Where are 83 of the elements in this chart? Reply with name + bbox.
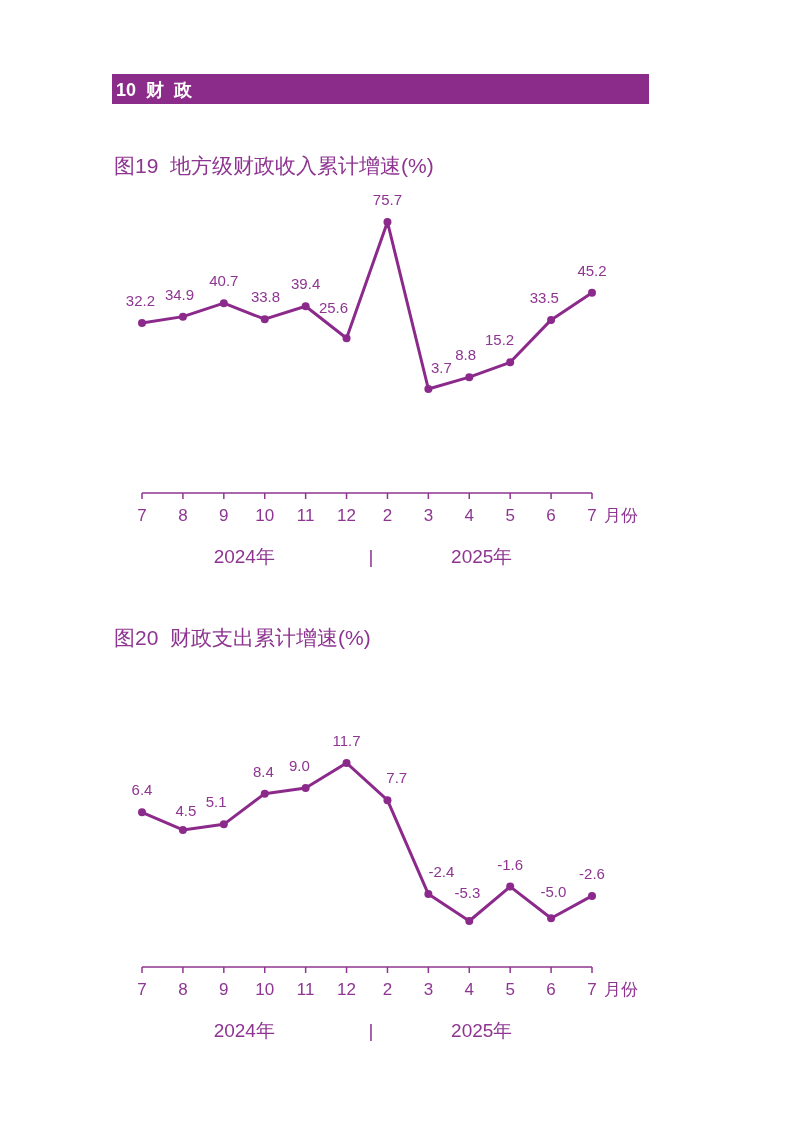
x-tick-label: 10 (255, 506, 275, 525)
x-tick-label: 4 (464, 506, 475, 525)
point (465, 917, 474, 925)
data-label: 3.7 (430, 358, 452, 376)
data-label: 6.4 (131, 781, 153, 799)
x-tick-label: 6 (546, 980, 556, 999)
data-label: 39.4 (291, 275, 321, 293)
data-label: 4.5 (175, 802, 197, 820)
data-label: 11.7 (332, 732, 361, 749)
data-label: 33.8 (250, 288, 281, 306)
data-label: -2.6 (579, 864, 605, 882)
point (383, 218, 392, 226)
x-tick-label: 8 (178, 506, 188, 525)
data-label: 33.5 (529, 288, 559, 306)
point (588, 288, 596, 297)
point (301, 302, 310, 311)
x-tick-label: 7 (137, 980, 147, 999)
point (260, 315, 269, 324)
point (424, 385, 433, 393)
x-tick-label: 12 (337, 506, 357, 525)
point (342, 759, 351, 767)
x-tick-label: 12 (337, 980, 357, 999)
x-tick-label: 4 (464, 980, 475, 999)
x-tick-label: 7 (587, 506, 597, 525)
x-tick-label: 7 (587, 980, 597, 999)
data-label: -5.3 (454, 883, 481, 901)
x-tick-label: 6 (546, 506, 556, 525)
point (138, 808, 146, 817)
point (506, 882, 515, 891)
text: 10 财 政 (116, 80, 194, 100)
x-axis-title: 月份 (604, 980, 638, 999)
data-label: 45.2 (577, 261, 607, 279)
data-label: 32.2 (125, 291, 156, 309)
data-label: 7.7 (386, 769, 408, 787)
point (260, 789, 269, 798)
point (301, 784, 310, 793)
data-label: 9.0 (288, 757, 310, 775)
data-label: 25.6 (318, 298, 349, 316)
x-tick-label: 5 (505, 980, 515, 999)
data-label: 15.2 (484, 331, 515, 349)
data-label: -5.0 (540, 883, 567, 901)
x-tick-label: 10 (255, 980, 275, 999)
x-tick-label: 2 (382, 980, 393, 999)
x-tick-label: 3 (423, 980, 434, 999)
text: 2024年 (213, 546, 275, 567)
text: 2025年 (451, 1020, 513, 1041)
point (138, 318, 146, 327)
x-tick-label: 3 (423, 506, 434, 525)
point (547, 315, 556, 324)
x-tick-label: 7 (137, 506, 147, 525)
point (178, 825, 187, 834)
point (178, 312, 187, 321)
text: | (368, 1020, 374, 1041)
x-tick-label: 8 (178, 980, 188, 999)
data-label: -1.6 (497, 855, 524, 873)
chart-title: 图19 地方级财政收入累计增速(%) (114, 154, 434, 177)
x-tick-label: 11 (296, 980, 315, 999)
point (424, 890, 433, 899)
data-label: 75.7 (372, 191, 403, 208)
text: 2025年 (451, 546, 513, 567)
point (547, 914, 556, 923)
data-label: 8.8 (455, 346, 476, 364)
text: | (368, 546, 374, 567)
x-tick-label: 2 (382, 506, 393, 525)
point (465, 373, 474, 382)
point (342, 334, 351, 343)
point (219, 299, 228, 308)
x-tick-label: 5 (505, 506, 515, 525)
point (588, 891, 596, 900)
text: 2024年 (213, 1020, 275, 1041)
point (219, 820, 228, 829)
data-label: 40.7 (209, 272, 239, 290)
point (383, 796, 392, 805)
data-label: 8.4 (252, 762, 274, 780)
point (506, 358, 515, 367)
data-label: -2.4 (428, 863, 455, 881)
x-tick-label: 9 (219, 980, 229, 999)
chart-title: 图20 财政支出累计增速(%) (114, 626, 371, 649)
data-label: 5.1 (205, 793, 227, 811)
x-tick-label: 9 (219, 506, 229, 525)
x-tick-label: 11 (296, 506, 315, 525)
x-axis-title: 月份 (604, 506, 638, 525)
data-label: 34.9 (164, 285, 195, 303)
